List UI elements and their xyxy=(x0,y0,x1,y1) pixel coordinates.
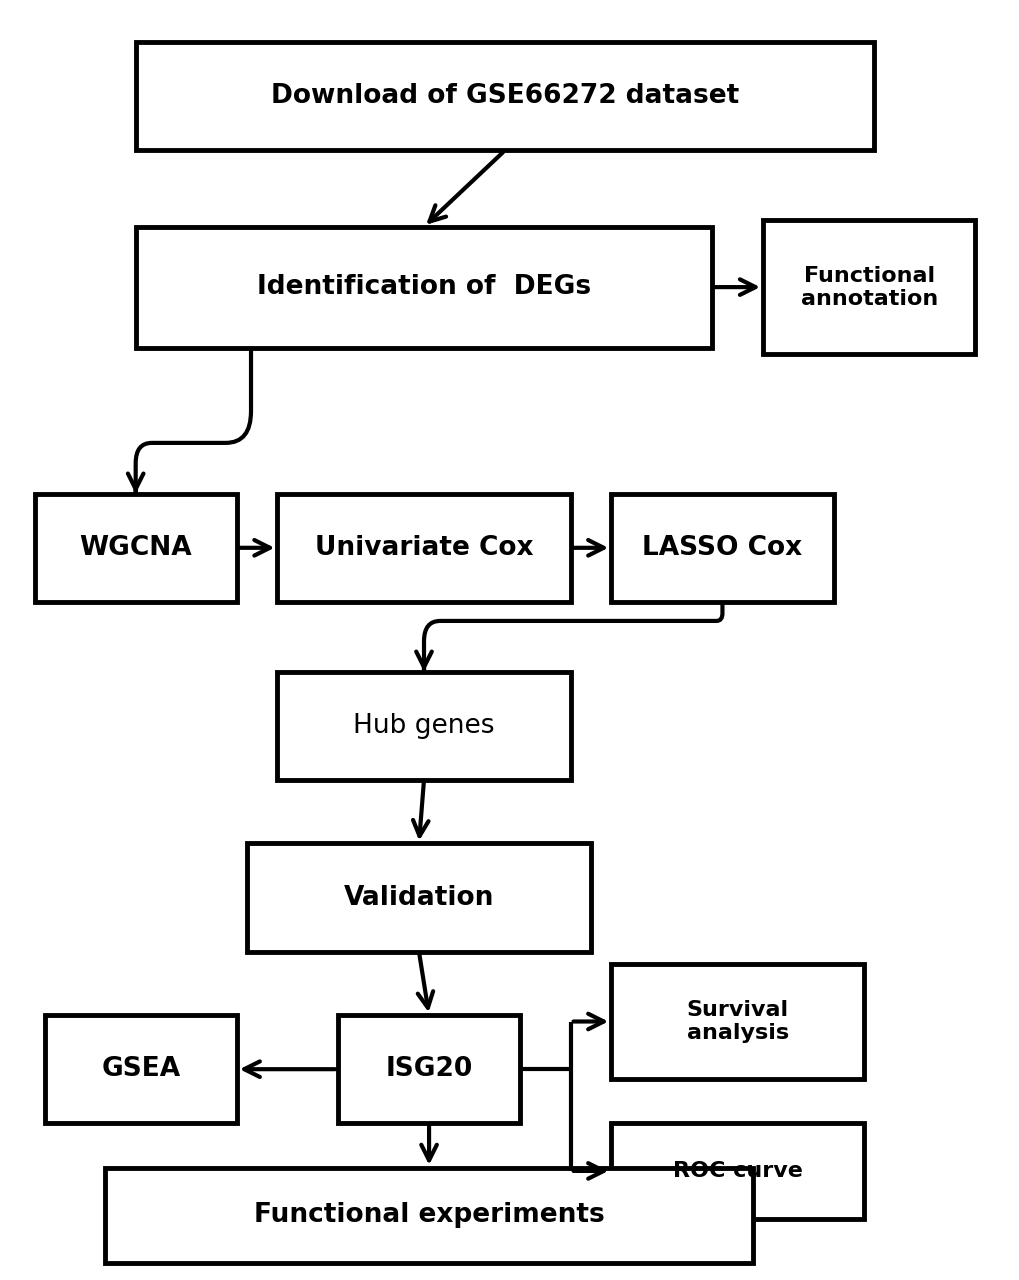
FancyBboxPatch shape xyxy=(136,227,711,347)
FancyBboxPatch shape xyxy=(337,1015,520,1124)
Text: Download of GSE66272 dataset: Download of GSE66272 dataset xyxy=(271,83,739,109)
FancyBboxPatch shape xyxy=(105,1167,752,1263)
FancyBboxPatch shape xyxy=(610,494,833,602)
FancyBboxPatch shape xyxy=(610,964,863,1079)
Text: Hub genes: Hub genes xyxy=(353,713,494,739)
Text: Survival
analysis: Survival analysis xyxy=(686,1000,788,1043)
FancyBboxPatch shape xyxy=(45,1015,236,1124)
Text: Validation: Validation xyxy=(343,884,493,910)
FancyBboxPatch shape xyxy=(762,220,974,353)
FancyBboxPatch shape xyxy=(610,1124,863,1219)
FancyBboxPatch shape xyxy=(136,42,873,151)
FancyBboxPatch shape xyxy=(277,672,571,780)
Text: LASSO Cox: LASSO Cox xyxy=(642,535,802,561)
FancyBboxPatch shape xyxy=(35,494,236,602)
Text: ISG20: ISG20 xyxy=(385,1056,472,1082)
Text: ROC curve: ROC curve xyxy=(672,1161,802,1181)
FancyBboxPatch shape xyxy=(247,844,590,951)
Text: Functional experiments: Functional experiments xyxy=(254,1202,604,1229)
Text: Identification of  DEGs: Identification of DEGs xyxy=(257,274,590,300)
Text: Univariate Cox: Univariate Cox xyxy=(315,535,533,561)
Text: GSEA: GSEA xyxy=(101,1056,180,1082)
Text: Functional
annotation: Functional annotation xyxy=(800,265,936,308)
FancyBboxPatch shape xyxy=(277,494,571,602)
Text: WGCNA: WGCNA xyxy=(79,535,192,561)
